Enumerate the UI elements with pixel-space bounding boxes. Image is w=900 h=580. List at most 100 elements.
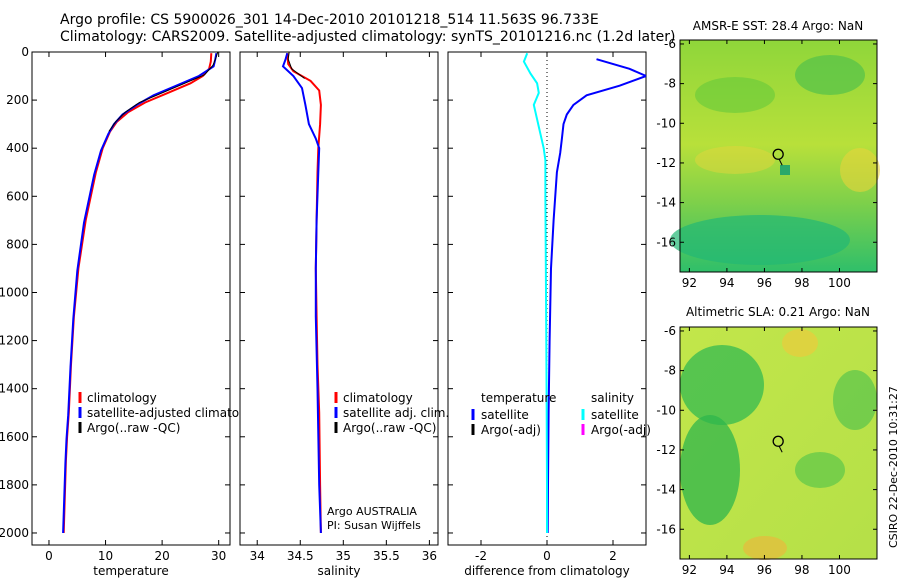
sst-map [670, 39, 880, 273]
x-tick-label: 34 [250, 549, 265, 563]
legend-label: climatology [343, 391, 413, 405]
series-line [546, 58, 646, 534]
x-axis-label: difference from climatology [464, 564, 630, 578]
map-x-tick-label: 94 [719, 563, 734, 577]
sst-patch-yellow [695, 146, 775, 174]
x-tick-label: 2 [609, 549, 617, 563]
sst-map-title: AMSR-E SST: 28.4 Argo: NaN [692, 19, 864, 33]
x-tick-label: 35 [336, 549, 351, 563]
x-tick-label: 35.5 [373, 549, 400, 563]
map-x-tick-label: 92 [682, 563, 697, 577]
sst-map-frame [679, 39, 878, 273]
sst-patch-green [670, 215, 850, 265]
legend-label: Argo(-adj) [481, 423, 541, 437]
legend-label: Argo(-adj) [591, 423, 651, 437]
sla-map [679, 326, 878, 560]
map-x-tick-label: 98 [794, 563, 809, 577]
series-line [108, 52, 219, 132]
map-y-tick-label: -14 [656, 196, 676, 210]
salinity-panel: 34 34.5 35 35.5 36 salinity climatologysatelli… [239, 51, 449, 578]
legend-label: satellite [591, 408, 639, 422]
map-y-tick-label: -10 [656, 116, 676, 130]
map-x-tick-label: 98 [794, 276, 809, 290]
annotation-text: Argo AUSTRALIA [327, 505, 417, 518]
drift-arrow [778, 446, 783, 453]
series-line [281, 52, 322, 534]
x-tick-label: -2 [475, 549, 487, 563]
legend-heading: temperature [481, 391, 556, 405]
sla-patch-green [833, 370, 877, 430]
sla-patch-green [680, 415, 740, 525]
map-x-tick-label: 92 [682, 276, 697, 290]
map-y-tick-label: -8 [664, 77, 676, 91]
map-y-tick-label: -6 [664, 37, 676, 51]
y-tick-label: 600 [6, 189, 29, 203]
y-tick-label: 400 [6, 141, 29, 155]
map-y-tick-label: -12 [656, 443, 676, 457]
x-tick-label: 34.5 [287, 549, 314, 563]
x-tick-label: 0 [45, 549, 53, 563]
x-axis-label: temperature [93, 564, 168, 578]
map-x-tick-label: 96 [757, 563, 772, 577]
x-tick-label: 36 [422, 549, 437, 563]
profile-title: Argo profile: CS 5900026_301 14-Dec-2010… [60, 12, 599, 28]
sla-patch-green [795, 452, 845, 488]
legend-label: satellite [481, 408, 529, 422]
map-x-tick-label: 100 [828, 276, 851, 290]
y-tick-label: 0 [21, 45, 29, 59]
credit-stamp: CSIRO 22-Dec-2010 10:31:27 [887, 386, 900, 548]
series-line [62, 53, 218, 534]
legend-heading: salinity [591, 391, 634, 405]
sla-map-frame [679, 326, 878, 560]
y-tick-label: 1800 [0, 478, 29, 492]
argo-position-marker [772, 148, 784, 160]
map-y-tick-label: -10 [656, 403, 676, 417]
sla-map-title: Altimetric SLA: 0.21 Argo: NaN [685, 305, 871, 319]
y-tick-label: 1000 [0, 285, 29, 299]
x-axis-label: salinity [317, 564, 360, 578]
map-x-tick-label: 96 [757, 276, 772, 290]
y-tick-label: 2000 [0, 526, 29, 540]
argo-position-marker [772, 435, 784, 447]
series-line [522, 52, 548, 533]
annotation-text: PI: Susan Wijffels [327, 519, 421, 532]
sst-patch-green [795, 55, 865, 95]
series-group [281, 52, 322, 534]
legend-label: Argo(..raw -QC) [343, 421, 436, 435]
y-tick-label: 1600 [0, 430, 29, 444]
y-tick-label: 1200 [0, 334, 29, 348]
temperature-panel: 0 10 20 30 0 200 400 600 800 1000 1200 1400 1600 1800… [0, 45, 265, 578]
map-axes: 92 94 96 98 100 -6 -8 -10 -12 -14 -16 92 94 96 98 100 -6… [656, 37, 877, 577]
series-group [522, 52, 646, 534]
legend-label: Argo(..raw -QC) [87, 421, 180, 435]
x-tick-label: 30 [211, 549, 226, 563]
drift-arrow [778, 159, 783, 166]
legend-label: satellite adj. clim. [343, 406, 449, 420]
y-tick-label: 200 [6, 93, 29, 107]
x-tick-label: 20 [154, 549, 169, 563]
plot-frame [31, 51, 231, 546]
map-x-tick-label: 100 [828, 563, 851, 577]
legend-label: climatology [87, 391, 157, 405]
sla-patch-orange [782, 329, 818, 357]
map-y-tick-label: -8 [664, 364, 676, 378]
sst-patch-cell [780, 165, 790, 175]
map-y-tick-label: -16 [656, 522, 676, 536]
sla-patch-orange [743, 536, 787, 560]
map-y-tick-label: -16 [656, 235, 676, 249]
y-tick-label: 800 [6, 237, 29, 251]
sla-patch-green [680, 345, 764, 425]
legend-label: satellite-adjusted climatology [87, 406, 265, 420]
map-x-tick-label: 94 [719, 276, 734, 290]
sst-patch-green [695, 77, 775, 113]
x-tick-label: 0 [543, 549, 551, 563]
series-line [287, 52, 305, 79]
series-group [62, 52, 219, 534]
map-y-tick-label: -14 [656, 483, 676, 497]
map-y-tick-label: -6 [664, 324, 676, 338]
map-y-tick-label: -12 [656, 156, 676, 170]
plot-frame [239, 51, 439, 546]
y-tick-label: 1400 [0, 382, 29, 396]
